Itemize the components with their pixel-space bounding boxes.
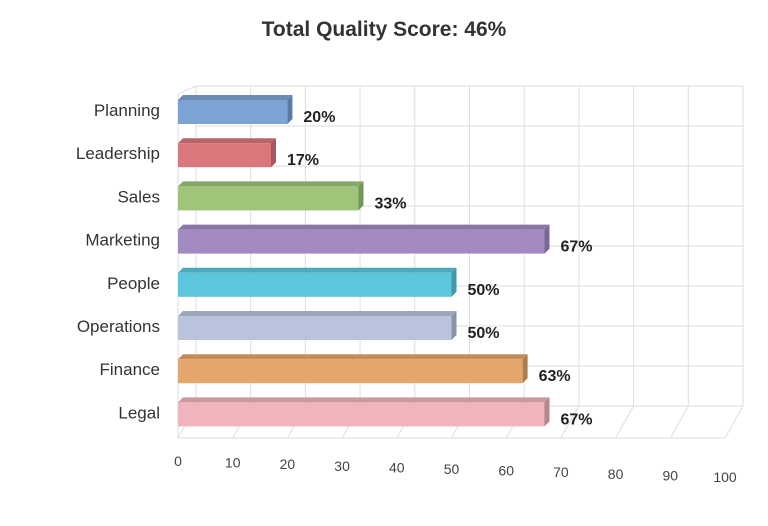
data-label: 33% [375, 195, 407, 212]
bar-top [178, 181, 364, 187]
category-label: People [107, 274, 160, 293]
x-tick-label: 40 [389, 459, 405, 475]
gridline-floor [724, 405, 744, 439]
bar-group [178, 138, 276, 168]
x-tick-label: 20 [280, 456, 296, 472]
data-label: 50% [468, 282, 500, 299]
bar-top [178, 224, 550, 230]
bar-group [178, 311, 457, 340]
gridline-floor [560, 405, 580, 439]
category-label: Leadership [76, 144, 160, 163]
data-label: 63% [539, 368, 571, 385]
x-tick-label: 30 [334, 458, 350, 474]
data-label: 50% [468, 325, 500, 342]
bar-group [178, 224, 550, 254]
bar [178, 186, 359, 211]
bar-end [522, 354, 528, 384]
gridline-floor [615, 405, 635, 439]
bar-top [178, 311, 457, 316]
bar-end [451, 311, 457, 340]
x-tick-label: 70 [553, 464, 569, 480]
bar-group [178, 95, 293, 124]
bar [178, 316, 452, 340]
bar [178, 100, 288, 124]
gridline-floor [669, 405, 689, 439]
bar [178, 359, 523, 384]
x-tick-label: 50 [444, 461, 460, 477]
category-label: Marketing [85, 231, 160, 250]
bar-top [178, 95, 293, 100]
bar [178, 272, 452, 297]
data-label: 17% [287, 152, 319, 169]
bar [178, 229, 545, 254]
gridline-side [177, 85, 197, 95]
category-label: Sales [117, 187, 160, 206]
bar-top [178, 397, 550, 403]
bar-end [544, 224, 550, 254]
bar-top [178, 138, 276, 144]
x-tick-label: 0 [174, 453, 182, 469]
x-tick-label: 80 [608, 466, 624, 482]
bar-top [178, 267, 457, 273]
x-tick-label: 100 [713, 469, 737, 485]
chart-title: Total Quality Score: 46% [261, 18, 507, 41]
bar-group [178, 267, 457, 297]
bar [178, 143, 271, 168]
category-label: Finance [100, 360, 160, 379]
x-tick-label: 60 [498, 463, 514, 479]
x-axis: 0 10 20 30 40 50 60 70 80 90 100 [174, 453, 737, 485]
bar-end [358, 181, 364, 211]
bar-group [178, 354, 528, 384]
bar [178, 402, 545, 427]
bar-group [178, 181, 364, 211]
category-label: Legal [118, 403, 160, 422]
x-tick-label: 10 [225, 455, 241, 471]
data-label: 67% [560, 239, 592, 256]
bar-end [544, 397, 550, 427]
bar-end [270, 138, 276, 168]
category-label: Planning [94, 101, 160, 120]
bar-end [287, 95, 293, 124]
bar-end [451, 267, 457, 297]
category-label: Operations [77, 317, 160, 336]
bar-top [178, 354, 528, 360]
data-label: 67% [560, 411, 592, 428]
bars [178, 95, 550, 427]
x-tick-label: 90 [663, 467, 679, 483]
bar-group [178, 397, 550, 427]
data-label: 20% [303, 109, 335, 126]
